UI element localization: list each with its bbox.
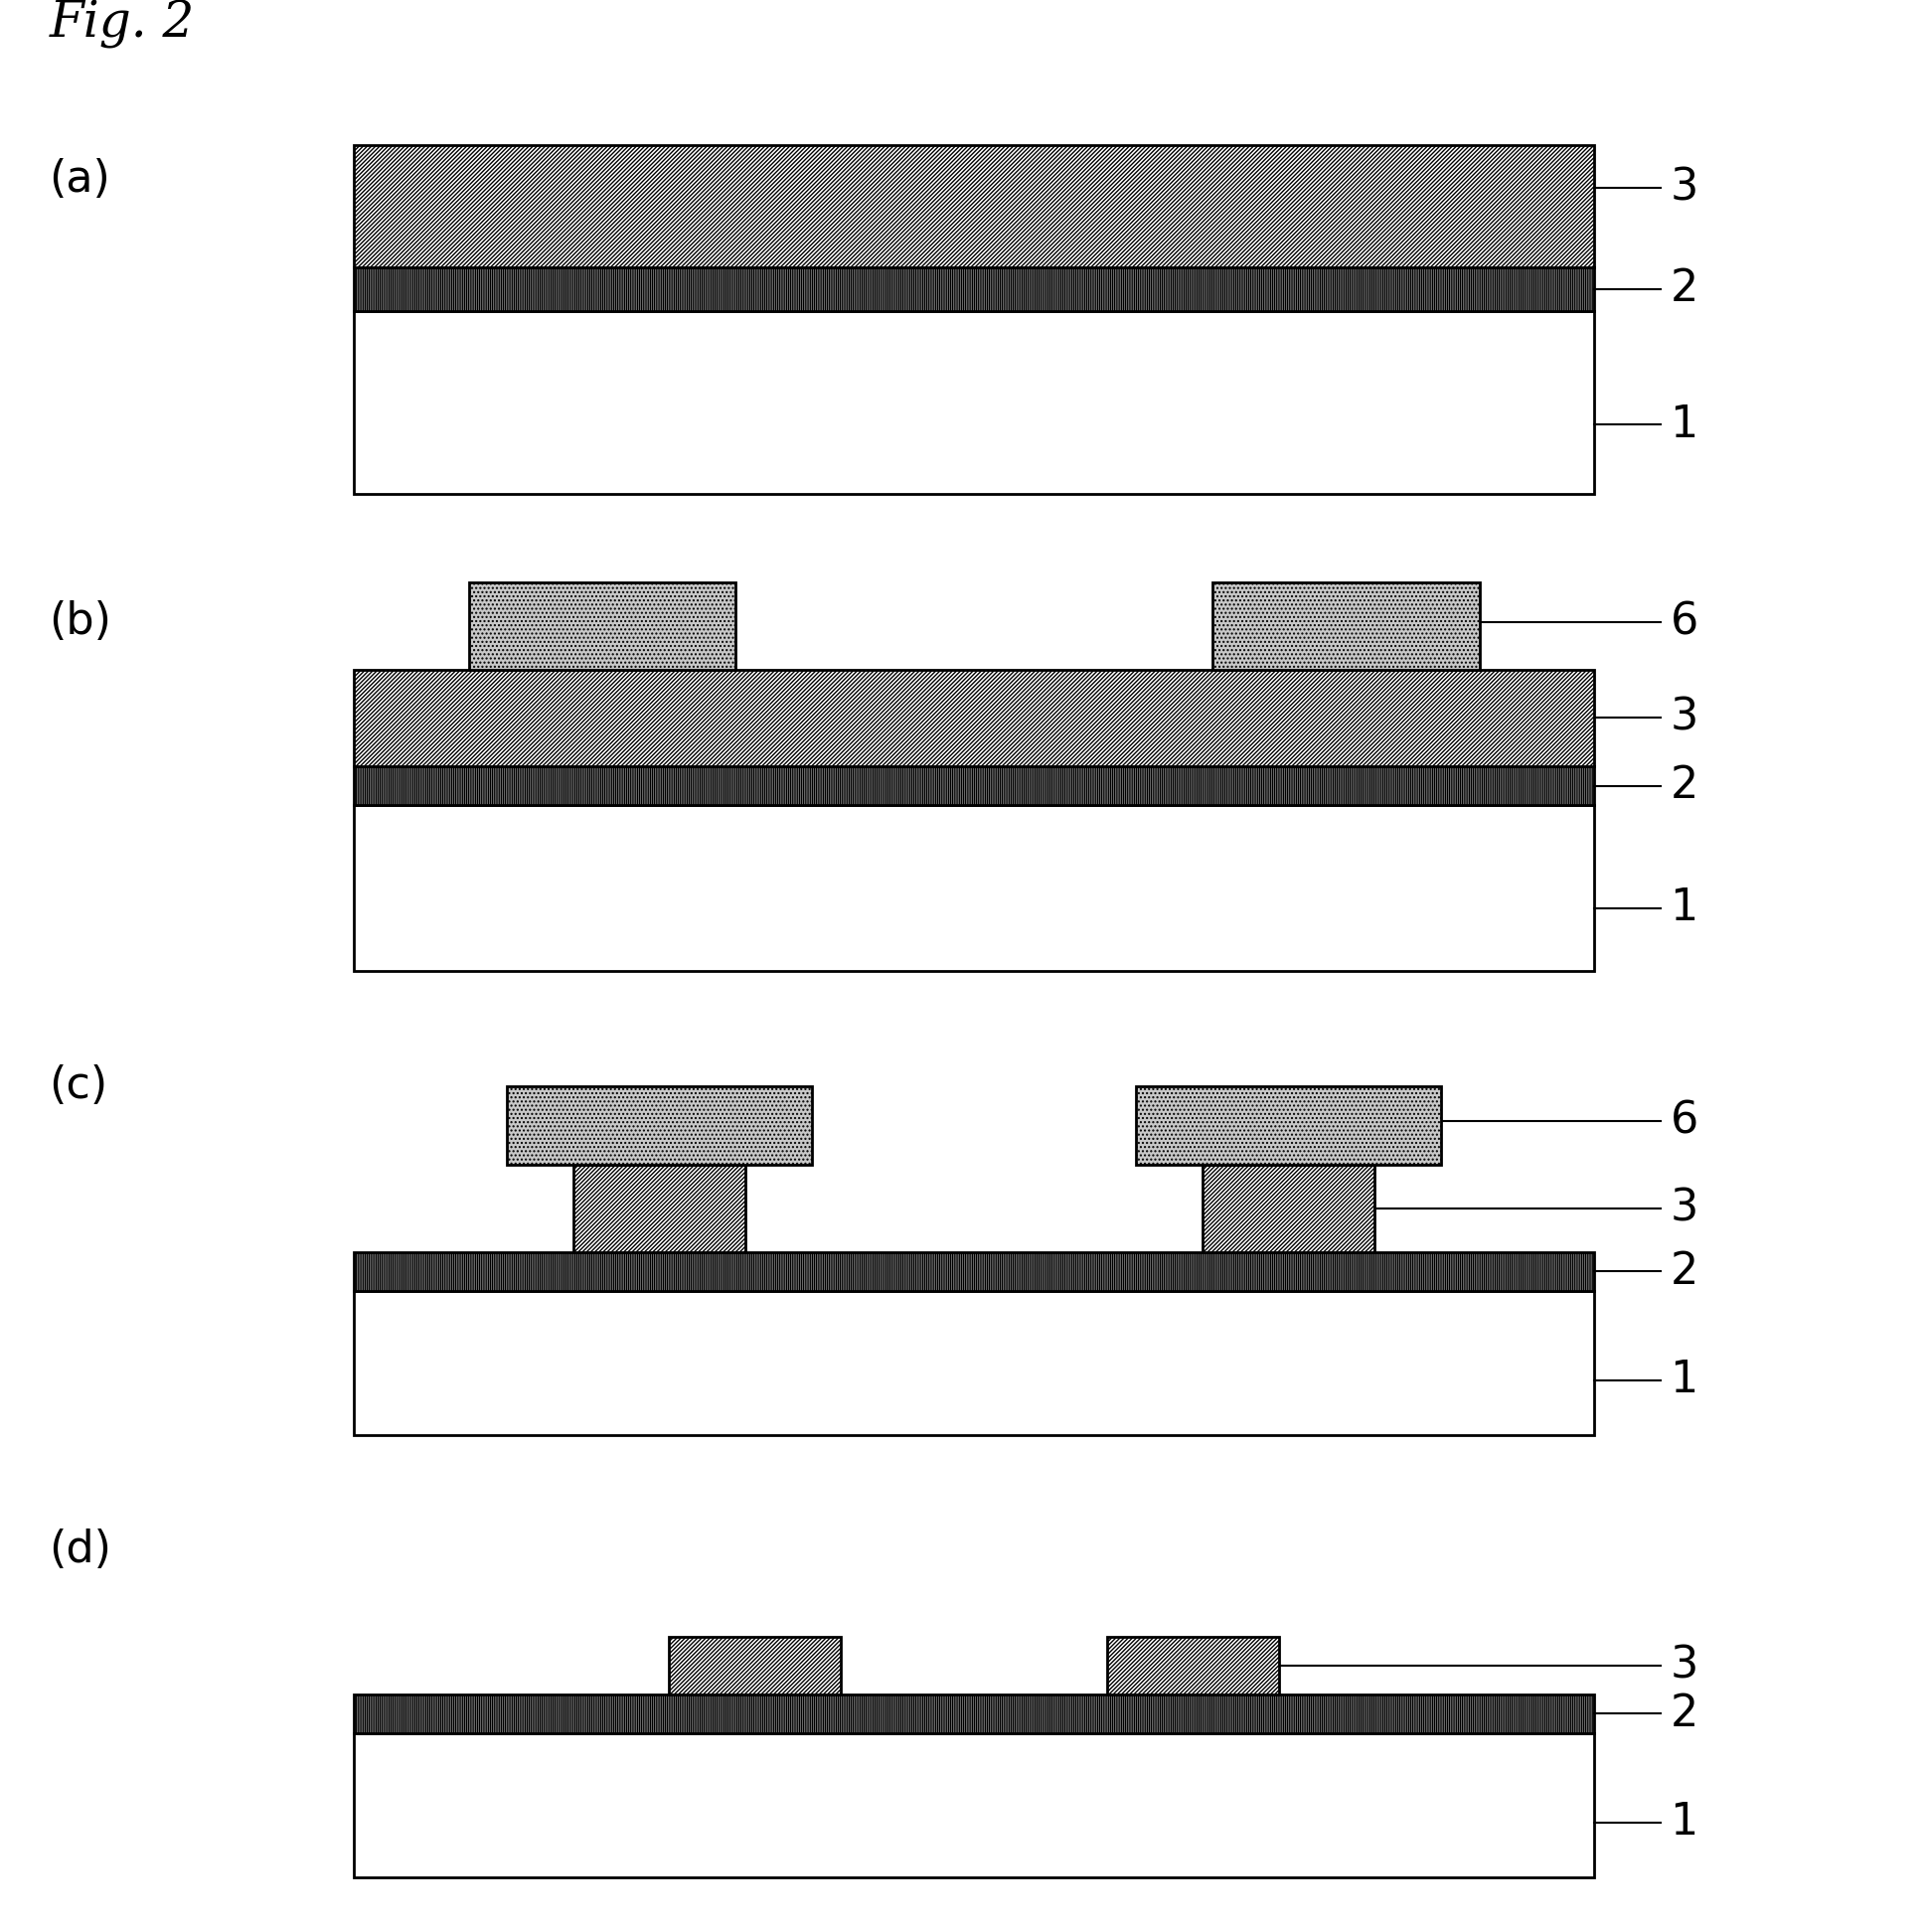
Text: Fig. 2: Fig. 2 [48, 0, 195, 48]
Text: 2: 2 [1671, 267, 1698, 311]
Bar [355, 145, 1593, 267]
Text: 3: 3 [1671, 1644, 1698, 1687]
Text: (c): (c) [48, 1065, 108, 1107]
Text: 2: 2 [1671, 1250, 1698, 1293]
Text: 2: 2 [1671, 1692, 1698, 1735]
Bar [355, 311, 1593, 495]
Text: 1: 1 [1671, 1801, 1698, 1843]
Text: 2: 2 [1671, 765, 1698, 808]
Bar [355, 1694, 1593, 1733]
Text: 3: 3 [1671, 1186, 1698, 1229]
Text: (d): (d) [48, 1528, 112, 1571]
Bar [1204, 1165, 1375, 1252]
Bar [573, 1165, 745, 1252]
Bar [355, 806, 1593, 972]
Text: 1: 1 [1671, 1358, 1698, 1403]
Bar [355, 670, 1593, 765]
Bar [355, 267, 1593, 311]
Bar [469, 583, 735, 670]
Bar [1213, 583, 1480, 670]
Bar [355, 1291, 1593, 1435]
Text: 6: 6 [1671, 1099, 1698, 1142]
Text: 1: 1 [1671, 404, 1698, 446]
Bar [355, 1252, 1593, 1291]
Text: 3: 3 [1671, 166, 1698, 209]
Text: (b): (b) [48, 601, 112, 643]
Bar [355, 765, 1593, 806]
Text: 1: 1 [1671, 887, 1698, 929]
Bar [1136, 1086, 1441, 1165]
Bar [355, 1733, 1593, 1878]
Bar [507, 1086, 812, 1165]
Text: (a): (a) [48, 158, 110, 201]
Bar [669, 1636, 841, 1694]
Text: 3: 3 [1671, 697, 1698, 740]
Bar [1107, 1636, 1279, 1694]
Text: 6: 6 [1671, 601, 1698, 643]
